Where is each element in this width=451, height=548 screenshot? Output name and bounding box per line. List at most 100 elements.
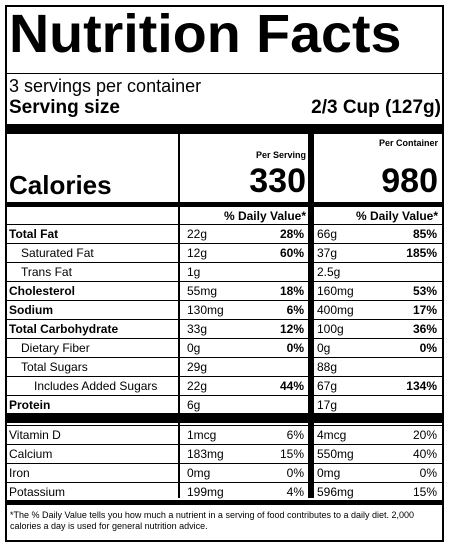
row-divider — [7, 319, 444, 320]
serving-daily-value: 15% — [279, 447, 304, 461]
row-divider — [7, 338, 444, 339]
nutrient-row: Trans Fat 1g 2.5g — [7, 263, 444, 282]
serving-amount: 6g — [187, 398, 201, 412]
serving-amount: 55mg — [187, 284, 218, 298]
container-amount: 2.5g — [317, 265, 341, 279]
serving-daily-value: 28% — [279, 227, 304, 241]
row-divider — [7, 425, 444, 426]
container-daily-value: 36% — [412, 322, 437, 336]
row-divider — [7, 281, 444, 282]
container-daily-value: 0% — [419, 466, 437, 480]
container-amount: 4mcg — [317, 428, 347, 442]
row-divider — [7, 444, 444, 445]
servings-per-container: 3 servings per container — [9, 76, 202, 96]
nutrient-name: Total Carbohydrate — [9, 322, 119, 336]
container-amount: 0mg — [317, 466, 341, 480]
nutrient-name: Total Sugars — [21, 360, 88, 374]
nutrient-name: Cholesterol — [9, 284, 76, 298]
serving-amount: 199mg — [187, 485, 224, 499]
nutrient-name: Saturated Fat — [21, 246, 94, 260]
serving-amount: 130mg — [187, 303, 224, 317]
thick-divider-vitamins — [7, 413, 444, 423]
nutrient-row: Total Carbohydrate 33g 12% 100g 36% — [7, 320, 444, 339]
nutrient-name: Includes Added Sugars — [34, 379, 158, 393]
serving-amount: 1mcg — [187, 428, 217, 442]
serving-amount: 1g — [187, 265, 201, 279]
footer-divider — [7, 500, 444, 505]
row-divider — [7, 376, 444, 377]
nutrient-name: Vitamin D — [9, 428, 61, 442]
serving-amount: 0g — [187, 341, 201, 355]
container-amount: 66g — [317, 227, 338, 241]
serving-amount: 33g — [187, 322, 208, 336]
nutrient-row: Potassium 199mg 4% 596mg 15% — [7, 483, 444, 502]
row-divider — [7, 262, 444, 263]
container-daily-value: 53% — [412, 284, 437, 298]
container-daily-value: 20% — [412, 428, 437, 442]
per-serving-label: Per Serving — [255, 150, 306, 160]
nutrient-row: Protein 6g 17g — [7, 396, 444, 415]
container-daily-value: 0% — [419, 341, 437, 355]
nutrient-name: Potassium — [9, 485, 66, 499]
serving-amount: 22g — [187, 227, 208, 241]
container-amount: 37g — [317, 246, 338, 260]
nutrient-name: Calcium — [9, 447, 53, 461]
calories-per-serving: 330 — [249, 162, 306, 200]
nutrition-label — [5, 5, 444, 542]
container-amount: 100g — [317, 322, 344, 336]
medium-divider — [7, 202, 444, 207]
column-divider-container — [308, 134, 314, 498]
row-divider — [7, 300, 444, 301]
serving-daily-value: 6% — [286, 303, 304, 317]
nutrient-row: Total Sugars 29g 88g — [7, 358, 444, 377]
container-daily-value: 15% — [412, 485, 437, 499]
nutrient-row: Sodium 130mg 6% 400mg 17% — [7, 301, 444, 320]
divider — [7, 73, 444, 74]
calories-label: Calories — [9, 170, 112, 200]
nutrient-name: Dietary Fiber — [21, 341, 90, 355]
row-divider — [7, 243, 444, 244]
label-title: Nutrition Facts — [9, 4, 402, 64]
nutrient-row: Dietary Fiber 0g 0% 0g 0% — [7, 339, 444, 358]
container-daily-value: 185% — [406, 246, 437, 260]
container-amount: 0g — [317, 341, 331, 355]
serving-daily-value: 4% — [286, 485, 304, 499]
row-divider — [7, 395, 444, 396]
nutrient-row: Includes Added Sugars 22g 44% 67g 134% — [7, 377, 444, 396]
row-divider — [7, 357, 444, 358]
nutrient-name: Sodium — [9, 303, 53, 317]
container-daily-value: 40% — [412, 447, 437, 461]
nutrient-name: Total Fat — [9, 227, 59, 241]
container-amount: 400mg — [317, 303, 354, 317]
daily-value-header-container: % Daily Value* — [355, 209, 438, 223]
serving-size-label: Serving size — [9, 97, 120, 118]
thick-divider — [7, 124, 444, 134]
serving-daily-value: 60% — [279, 246, 304, 260]
nutrient-name: Protein — [9, 398, 51, 412]
nutrient-row: Vitamin D 1mcg 6% 4mcg 20% — [7, 426, 444, 445]
serving-amount: 12g — [187, 246, 208, 260]
serving-daily-value: 44% — [279, 379, 304, 393]
serving-daily-value: 0% — [286, 466, 304, 480]
container-amount: 17g — [317, 398, 338, 412]
nutrient-row: Calcium 183mg 15% 550mg 40% — [7, 445, 444, 464]
container-amount: 596mg — [317, 485, 354, 499]
serving-amount: 22g — [187, 379, 208, 393]
calories-per-container: 980 — [381, 162, 438, 200]
container-amount: 550mg — [317, 447, 354, 461]
serving-daily-value: 12% — [279, 322, 304, 336]
container-daily-value: 85% — [412, 227, 437, 241]
daily-value-header-serving: % Daily Value* — [223, 209, 306, 223]
container-amount: 88g — [317, 360, 338, 374]
column-divider-serving — [178, 134, 180, 498]
row-divider — [7, 224, 444, 225]
serving-daily-value: 18% — [279, 284, 304, 298]
container-amount: 67g — [317, 379, 338, 393]
nutrient-row: Saturated Fat 12g 60% 37g 185% — [7, 244, 444, 263]
serving-amount: 0mg — [187, 466, 211, 480]
serving-amount: 29g — [187, 360, 208, 374]
footnote: *The % Daily Value tells you how much a … — [10, 510, 415, 531]
serving-daily-value: 0% — [286, 341, 304, 355]
nutrient-name: Trans Fat — [21, 265, 72, 279]
row-divider — [7, 463, 444, 464]
